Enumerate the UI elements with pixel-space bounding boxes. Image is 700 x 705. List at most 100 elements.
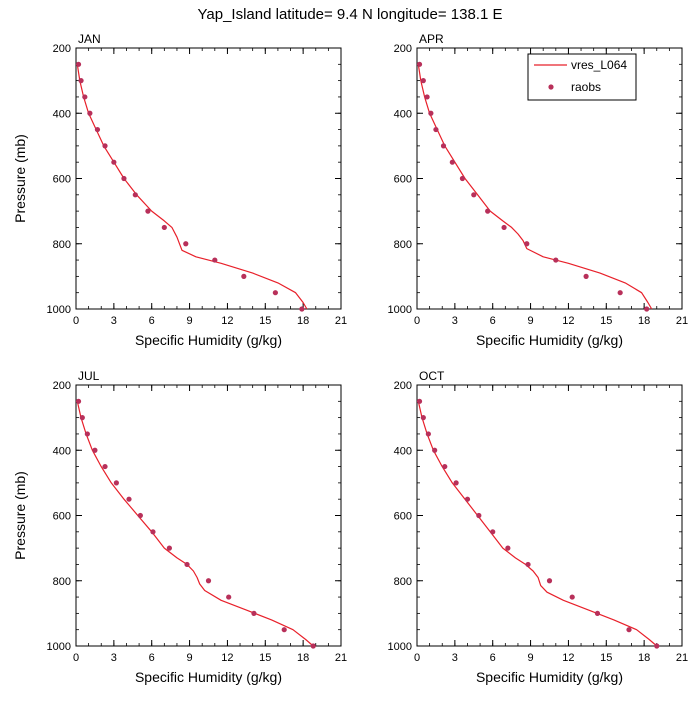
- raobs-point: [442, 463, 448, 470]
- raobs-point: [546, 578, 553, 584]
- raobs-point: [433, 126, 439, 133]
- raobs-point: [92, 447, 98, 453]
- plot-frame: [416, 384, 683, 647]
- raobs-point: [111, 159, 117, 165]
- raobs-point: [145, 208, 151, 214]
- y-tick-label: 200: [53, 380, 71, 392]
- y-tick-label: 600: [394, 174, 412, 186]
- raobs-point: [583, 273, 589, 279]
- x-tick-label: 6: [490, 315, 496, 327]
- y-tick-label: 200: [394, 380, 412, 392]
- raobs-point: [272, 290, 278, 296]
- y-tick-label: 800: [53, 576, 71, 588]
- raobs-point: [420, 78, 426, 84]
- raobs-point: [464, 496, 471, 502]
- raobs-point: [432, 447, 438, 453]
- x-tick-label: 12: [221, 652, 233, 664]
- panel-label: JAN: [78, 32, 101, 46]
- raobs-point: [440, 143, 447, 149]
- x-tick-label: 3: [111, 315, 117, 327]
- raobs-point: [485, 208, 491, 214]
- figure-title: Yap_Island latitude= 9.4 N longitude= 13…: [198, 6, 503, 23]
- x-tick-label: 3: [452, 315, 458, 327]
- x-tick-label: 15: [259, 652, 271, 664]
- panel-jan: JAN 0 3 6 9 12 15 18 21 200 400 600 800 1000 Specific …: [12, 32, 347, 348]
- raobs-point: [459, 175, 466, 182]
- x-tick-label: 18: [297, 315, 309, 327]
- y-tick-label: 1000: [47, 641, 71, 653]
- raobs-point: [281, 627, 287, 633]
- raobs-point: [84, 431, 90, 437]
- panel-jul: JUL 0 3 6 9 12 15 18 21 200 400 600 800 1000 Specific …: [12, 369, 347, 685]
- x-tick-label: 18: [297, 652, 309, 664]
- raobs-point: [594, 610, 601, 616]
- raobs-point: [420, 415, 426, 421]
- raobs-point: [226, 594, 232, 600]
- model-profile-line: [417, 401, 658, 647]
- panel-oct: OCT 0 3 6 9 12 15 18 21 200 400 600 800 1000 Specific …: [388, 369, 689, 685]
- raobs-point: [490, 529, 496, 535]
- x-tick-label: 3: [452, 652, 458, 664]
- model-profile-line: [76, 401, 314, 647]
- plot-frame: [75, 47, 342, 310]
- y-tick-label: 800: [394, 576, 412, 588]
- x-tick-label: 6: [149, 652, 155, 664]
- raobs-point: [525, 561, 531, 568]
- y-tick-label: 1000: [47, 304, 71, 316]
- x-tick-label: 15: [600, 652, 612, 664]
- x-tick-label: 15: [600, 315, 612, 327]
- x-tick-label: 21: [676, 652, 688, 664]
- raobs-point: [102, 143, 108, 149]
- raobs-point: [161, 224, 167, 231]
- x-tick-label: 0: [73, 315, 79, 327]
- panel-apr: APR 0 3 6 9 12 15 18 21 200 400 600 800 1000 Specific …: [388, 32, 689, 348]
- raobs-point: [205, 578, 212, 584]
- legend-marker-swatch: [548, 84, 554, 90]
- raobs-point: [87, 110, 93, 116]
- y-tick-label: 1000: [388, 304, 412, 316]
- y-tick-label: 400: [394, 108, 412, 120]
- x-tick-label: 0: [414, 315, 420, 327]
- raobs-point: [251, 610, 257, 616]
- raobs-point: [569, 594, 575, 600]
- raobs-point: [654, 643, 660, 649]
- raobs-point: [524, 241, 530, 247]
- model-profile-line: [417, 64, 653, 310]
- x-tick-label: 6: [490, 652, 496, 664]
- y-tick-label: 600: [53, 174, 71, 186]
- raobs-point: [102, 463, 108, 470]
- y-tick-label: 600: [53, 511, 71, 523]
- x-tick-label: 9: [528, 315, 534, 327]
- raobs-point: [184, 561, 190, 568]
- raobs-point: [137, 512, 143, 519]
- raobs-point: [113, 480, 119, 486]
- raobs-point: [150, 529, 156, 535]
- raobs-point: [424, 94, 430, 100]
- raobs-point: [79, 415, 85, 421]
- raobs-point: [626, 627, 632, 633]
- raobs-point: [310, 643, 316, 649]
- raobs-point: [299, 306, 305, 312]
- y-tick-label: 1000: [388, 641, 412, 653]
- y-tick-label: 400: [53, 108, 71, 120]
- plot-frame: [75, 384, 342, 647]
- x-tick-label: 21: [335, 652, 347, 664]
- legend-label-model: vres_L064: [571, 58, 627, 72]
- x-tick-label: 9: [187, 315, 193, 327]
- raobs-point: [126, 496, 132, 502]
- raobs-point: [75, 398, 82, 404]
- x-axis-label: Specific Humidity (g/kg): [135, 669, 282, 685]
- x-tick-label: 12: [562, 315, 574, 327]
- y-axis-label: Pressure (mb): [12, 471, 28, 560]
- x-tick-label: 9: [528, 652, 534, 664]
- y-axis-label: Pressure (mb): [12, 134, 28, 223]
- raobs-point: [132, 192, 138, 198]
- y-tick-label: 800: [53, 239, 71, 251]
- raobs-point: [617, 290, 623, 296]
- x-tick-label: 18: [638, 652, 650, 664]
- x-tick-label: 12: [562, 652, 574, 664]
- model-profile-line: [76, 64, 308, 310]
